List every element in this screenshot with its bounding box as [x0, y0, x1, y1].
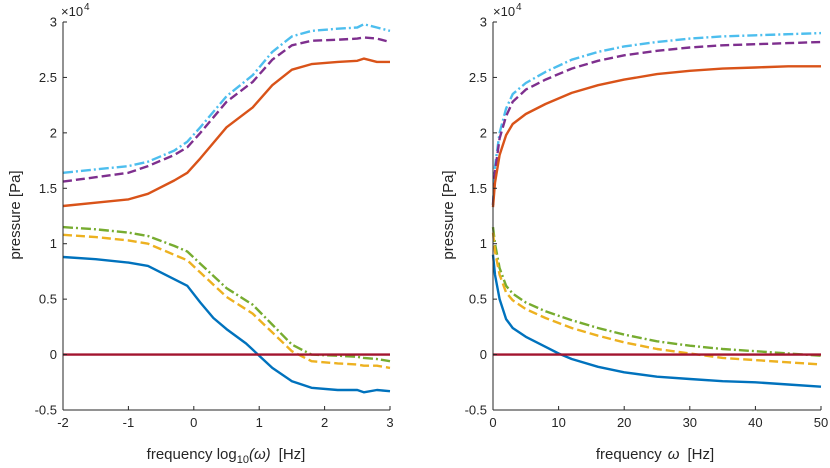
right-exponent-power: 4	[516, 2, 522, 13]
left-x-tick-label: 2	[321, 415, 328, 430]
left-y-tick-label: -0.5	[35, 403, 57, 418]
left-x-axis-label: frequency log10(ω) [Hz]	[147, 446, 306, 466]
left-x-tick-label: -2	[57, 415, 69, 430]
right-y-tick-label: 2.5	[469, 70, 487, 85]
left-series-upper-solid	[62, 57, 390, 208]
right-series-lower-dashed	[491, 232, 822, 366]
right-exponent-base: ×10	[493, 4, 515, 19]
right-x-tick-label: 30	[683, 415, 697, 430]
left-exponent-power: 4	[84, 2, 90, 13]
left-x-label-sub: 10	[237, 454, 249, 466]
left-x-tick-label: 0	[190, 415, 197, 430]
left-x-label-main: frequency log	[147, 446, 237, 463]
left-plot: -2 -1 0 1 2 3 -0.5 0 0.5 1 1.5 2 2.5 3 ×10 4 pressure…	[7, 2, 394, 466]
right-series-lower-solid	[491, 254, 822, 388]
right-series-lower-dashdot	[491, 226, 822, 357]
right-x-axis-label: frequency ω [Hz]	[596, 446, 714, 463]
right-series-upper-solid	[491, 65, 821, 208]
left-axes	[62, 22, 390, 411]
left-series-upper-dashdot	[62, 23, 391, 174]
left-series-lower-dashed	[62, 233, 391, 370]
right-y-tick-label: -0.5	[465, 403, 487, 418]
left-x-label-unit: [Hz]	[279, 446, 306, 463]
right-y-tick-label: 1	[480, 236, 487, 251]
left-y-tick-label: 1.5	[39, 181, 57, 196]
right-series-layer	[491, 31, 822, 388]
left-series-lower-solid	[62, 255, 391, 394]
right-x-tick-label: 0	[489, 415, 496, 430]
left-y-tick-label: 3	[50, 15, 57, 30]
right-y-tick-label: 3	[480, 15, 487, 30]
left-ticks: -2 -1 0 1 2 3 -0.5 0 0.5 1 1.5 2 2.5 3	[35, 15, 394, 431]
left-x-tick-label: 3	[386, 415, 393, 430]
left-y-tick-label: 0.5	[39, 292, 57, 307]
right-ticks: 0 10 20 30 40 50-0.500.511.522.53	[465, 15, 829, 431]
right-y-tick-label: 0	[480, 347, 487, 362]
left-y-tick-label: 2.5	[39, 70, 57, 85]
right-x-tick-label: 50	[814, 415, 828, 430]
right-x-tick-label: 10	[551, 415, 565, 430]
right-axes	[492, 22, 821, 411]
right-y-tick-label: 1.5	[469, 181, 487, 196]
left-exponent-base: ×10	[61, 4, 83, 19]
left-series-lower-dashdot	[62, 225, 391, 363]
right-y-tick-label: 0.5	[469, 292, 487, 307]
right-x-tick-label: 40	[748, 415, 762, 430]
right-x-tick-label: 20	[617, 415, 631, 430]
left-y-axis-label: pressure [Pa]	[7, 170, 24, 259]
left-y-tick-label: 0	[50, 347, 57, 362]
left-x-label-paren: (ω)	[249, 446, 271, 463]
left-series-layer	[62, 23, 391, 394]
right-y-tick-label: 2	[480, 125, 487, 140]
right-x-label-unit: [Hz]	[687, 446, 714, 463]
right-series-upper-dashed	[491, 40, 822, 205]
right-y-axis-label: pressure [Pa]	[440, 170, 457, 259]
right-x-label-sym: ω	[668, 446, 680, 463]
right-x-label-main: frequency	[596, 446, 662, 463]
right-plot: 0 10 20 30 40 50-0.500.511.522.53 ×10 4 press…	[440, 2, 828, 463]
left-y-tick-label: 1	[50, 236, 57, 251]
left-series-upper-dashed	[62, 36, 391, 183]
left-y-tick-label: 2	[50, 125, 57, 140]
left-x-tick-label: -1	[123, 415, 135, 430]
right-series-upper-dashdot	[491, 31, 822, 205]
left-x-tick-label: 1	[256, 415, 263, 430]
